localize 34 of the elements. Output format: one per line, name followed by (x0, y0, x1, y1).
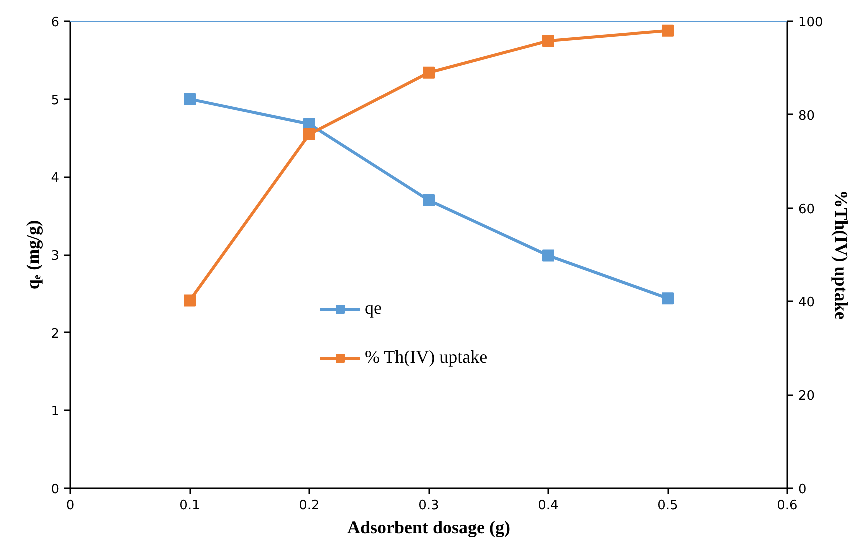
x-tick-label: 0.4 (538, 498, 559, 514)
y2-tick-label: 100 (798, 16, 824, 30)
point (662, 292, 674, 305)
x-tick-label: 0 (66, 498, 75, 514)
point (304, 128, 316, 141)
y-tick-label: 0 (51, 482, 60, 498)
point (542, 35, 554, 48)
x-tick-label: 0.2 (299, 498, 320, 514)
y2-tick-label: 40 (798, 296, 816, 311)
y2-tick-label: 0 (798, 482, 807, 498)
y-axis-title: qₑ (mg/g) (23, 220, 44, 290)
x-axis-title: Adsorbent dosage (g) (348, 518, 511, 538)
y-tick-label: 3 (51, 249, 60, 264)
y-tick-label: 2 (51, 326, 60, 342)
y2-tick-label: 60 (798, 202, 816, 218)
x-tick-label: 0.5 (658, 498, 678, 514)
y2-tick-label: 80 (798, 108, 816, 124)
point (542, 250, 554, 262)
point (423, 194, 435, 207)
point (423, 66, 435, 79)
y2-tick-label: 20 (798, 389, 816, 404)
point (662, 24, 674, 37)
y-tick-label: 1 (51, 404, 60, 420)
y-tick-label: 4 (51, 171, 60, 186)
y-tick-label: 6 (51, 16, 60, 30)
legend-label: % Th(IV) uptake (365, 347, 488, 368)
point (184, 294, 196, 307)
legend-label: qe (365, 298, 383, 319)
x-tick-label: 0.1 (180, 498, 200, 514)
point (184, 93, 196, 106)
x-tick-label: 0.6 (777, 498, 798, 514)
y2-axis-title: %Th(IV) uptake (831, 190, 852, 320)
x-tick-label: 0.3 (418, 498, 440, 514)
y-tick-label: 5 (51, 93, 60, 108)
